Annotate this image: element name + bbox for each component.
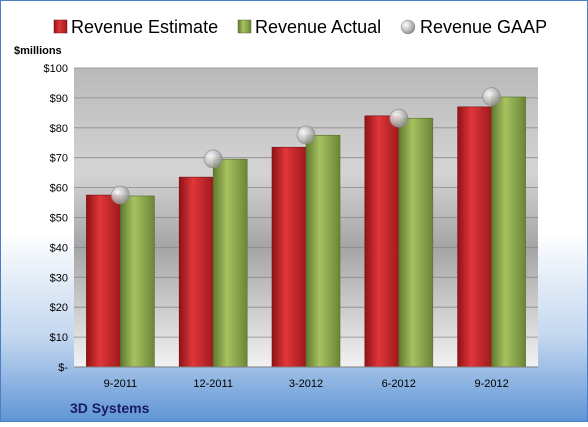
bar-revenue-estimate: [86, 194, 121, 368]
bar-revenue-actual: [212, 158, 248, 368]
bar-revenue-estimate: [457, 106, 492, 368]
x-tick-label: 12-2011: [193, 378, 233, 390]
y-tick-label: $40: [50, 242, 68, 254]
marker-revenue-gaap: [482, 87, 501, 107]
legend-label-estimate: Revenue Estimate: [71, 17, 218, 37]
y-tick-label: $-: [58, 362, 68, 374]
legend-swatch-estimate: [53, 19, 68, 34]
x-tick-label: 9-2012: [474, 378, 508, 390]
marker-revenue-gaap: [389, 108, 409, 128]
x-tick-label: 6-2012: [382, 378, 416, 390]
y-tick-label: $50: [50, 213, 68, 225]
y-tick-label: $30: [50, 272, 68, 284]
bar-revenue-actual: [398, 117, 434, 368]
bar-revenue-estimate: [364, 115, 400, 368]
bar-revenue-estimate: [271, 146, 307, 368]
x-tick-label: 9-2011: [104, 378, 137, 390]
bar-revenue-actual: [120, 195, 155, 368]
y-tick-label: $60: [50, 183, 68, 195]
bar-revenue-estimate: [178, 176, 214, 368]
y-tick-label: $20: [50, 302, 68, 314]
y-tick-label: $10: [50, 332, 68, 344]
legend-swatch-actual: [237, 19, 252, 34]
y-tick-label: $90: [50, 93, 68, 105]
x-tick-label: 3-2012: [289, 378, 323, 390]
legend-label-gaap: Revenue GAAP: [420, 17, 547, 37]
y-tick-label: $100: [44, 63, 68, 75]
y-tick-label: $70: [50, 153, 68, 165]
marker-revenue-gaap: [296, 125, 316, 145]
x-axis-tick-labels: 9-2011 12-2011 3-2012 6-2012 9-2012: [104, 378, 509, 390]
bar-revenue-actual: [491, 96, 526, 368]
y-axis-tick-labels: $- $10 $20 $30 $40 $50 $60 $70 $80 $90 $100: [44, 63, 69, 374]
bar-revenue-actual: [305, 134, 341, 368]
y-axis-unit-label: $millions: [14, 45, 62, 57]
legend-swatch-gaap: [400, 19, 416, 35]
legend: Revenue Estimate Revenue Actual Revenue …: [53, 17, 547, 37]
gaap-markers: [111, 87, 501, 205]
y-tick-label: $80: [50, 123, 68, 135]
marker-revenue-gaap: [203, 149, 223, 169]
bars: [86, 96, 526, 368]
legend-label-actual: Revenue Actual: [255, 17, 381, 37]
company-name: 3D Systems: [70, 400, 150, 416]
marker-revenue-gaap: [111, 185, 130, 205]
